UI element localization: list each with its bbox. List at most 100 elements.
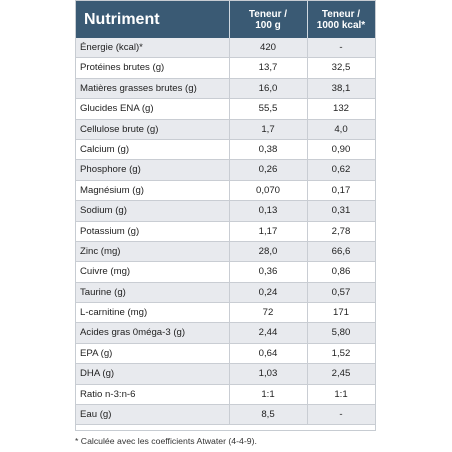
nutrient-name: Ratio n-3:n-6: [80, 388, 136, 400]
column-divider: [229, 343, 230, 364]
column-divider: [229, 262, 230, 283]
nutrient-name: Magnésium (g): [80, 184, 144, 196]
value-per-100g: 0,64: [258, 347, 278, 359]
value-per-100g: 0,13: [258, 205, 278, 217]
column-divider: [229, 38, 230, 58]
column-divider: [307, 323, 308, 344]
value-per-1000kcal: 0,31: [331, 205, 351, 217]
column-divider: [307, 38, 308, 58]
nutrient-name: Cellulose brute (g): [80, 123, 159, 135]
table-row: L-carnitine (mg) 72 171: [76, 303, 375, 324]
table-body: Énergie (kcal)* 420 - Protéines brutes (g) 1…: [76, 38, 375, 426]
value-per-1000kcal: 2,45: [331, 368, 351, 380]
nutrient-name: Sodium (g): [80, 205, 127, 217]
table-row: Sodium (g) 0,13 0,31: [76, 201, 375, 222]
value-per-100g: 1,7: [261, 123, 275, 135]
nutrition-table: Nutriment Teneur / 100 g Teneur / 1000 k…: [75, 0, 376, 431]
header-per-100g-label: Teneur / 100 g: [248, 8, 288, 31]
nutrient-name: Phosphore (g): [80, 164, 141, 176]
column-divider: [307, 364, 308, 385]
value-per-100g: 1:1: [261, 388, 275, 400]
value-per-1000kcal: 4,0: [334, 123, 348, 135]
column-divider: [229, 139, 230, 160]
table-row: DHA (g) 1,03 2,45: [76, 364, 375, 385]
table-header: Nutriment Teneur / 100 g Teneur / 1000 k…: [76, 1, 375, 38]
column-divider: [229, 119, 230, 140]
nutrient-name: EPA (g): [80, 347, 113, 359]
value-per-1000kcal: 2,78: [331, 225, 351, 237]
column-divider: [307, 99, 308, 120]
value-per-100g: 8,5: [261, 409, 275, 421]
column-divider: [307, 405, 308, 426]
nutrient-name: Protéines brutes (g): [80, 62, 165, 74]
footnote: * Calculée avec les coefficients Atwater…: [75, 436, 257, 446]
nutrient-name: Zinc (mg): [80, 245, 121, 257]
table-row: Cuivre (mg) 0,36 0,86: [76, 262, 375, 283]
nutrient-name: Calcium (g): [80, 143, 130, 155]
column-divider: [229, 323, 230, 344]
nutrient-name: Eau (g): [80, 409, 112, 421]
header-divider: [229, 1, 230, 38]
table-row: Ratio n-3:n-6 1:1 1:1: [76, 384, 375, 406]
table-row: Eau (g) 8,5 -: [76, 405, 375, 426]
column-divider: [229, 221, 230, 242]
value-per-100g: 0,070: [255, 184, 280, 196]
column-divider: [307, 58, 308, 79]
value-per-1000kcal: 171: [332, 307, 349, 319]
value-per-1000kcal: 38,1: [331, 82, 351, 94]
column-divider: [307, 221, 308, 242]
table-row: Calcium (g) 0,38 0,90: [76, 139, 375, 161]
table-row: Énergie (kcal)* 420 -: [76, 38, 375, 59]
value-per-1000kcal: 0,17: [331, 184, 351, 196]
nutrient-name: Potassium (g): [80, 225, 140, 237]
column-divider: [307, 160, 308, 181]
value-per-1000kcal: 1,52: [331, 347, 351, 359]
column-divider: [229, 201, 230, 222]
value-per-1000kcal: -: [339, 42, 343, 53]
value-per-1000kcal: 1:1: [334, 388, 348, 400]
column-divider: [307, 78, 308, 99]
column-divider: [229, 282, 230, 303]
column-divider: [229, 160, 230, 181]
nutrient-name: Taurine (g): [80, 286, 126, 298]
nutrient-name: L-carnitine (mg): [80, 307, 148, 319]
value-per-1000kcal: -: [339, 409, 343, 421]
header-per-1000kcal: Teneur / 1000 kcal*: [307, 1, 375, 38]
value-per-100g: 1,17: [258, 225, 278, 237]
column-divider: [307, 139, 308, 160]
value-per-1000kcal: 66,6: [331, 245, 351, 257]
column-divider: [229, 405, 230, 426]
nutrient-name: Glucides ENA (g): [80, 103, 154, 115]
column-divider: [229, 303, 230, 324]
value-per-100g: 0,36: [258, 266, 278, 278]
nutrient-name: DHA (g): [80, 368, 115, 380]
value-per-1000kcal: 32,5: [331, 62, 351, 74]
nutrient-name: Cuivre (mg): [80, 266, 131, 278]
column-divider: [307, 384, 308, 405]
column-divider: [307, 241, 308, 262]
table-row: Glucides ENA (g) 55,5 132: [76, 99, 375, 120]
value-per-100g: 420: [259, 42, 276, 53]
column-divider: [229, 180, 230, 201]
column-divider: [307, 282, 308, 303]
value-per-1000kcal: 132: [332, 103, 349, 115]
column-divider: [307, 303, 308, 324]
header-nutrient: Nutriment: [84, 11, 160, 28]
table-row: Magnésium (g) 0,070 0,17: [76, 180, 375, 202]
column-divider: [229, 241, 230, 262]
value-per-1000kcal: 0,86: [331, 266, 351, 278]
value-per-1000kcal: 0,62: [331, 164, 351, 176]
column-divider: [307, 343, 308, 364]
value-per-100g: 13,7: [258, 62, 278, 74]
header-per-100g: Teneur / 100 g: [229, 1, 307, 38]
nutrient-name: Énergie (kcal)*: [80, 42, 143, 53]
table-row: Protéines brutes (g) 13,7 32,5: [76, 58, 375, 79]
value-per-100g: 0,26: [258, 164, 278, 176]
table-row: EPA (g) 0,64 1,52: [76, 343, 375, 365]
value-per-100g: 0,38: [258, 143, 278, 155]
value-per-1000kcal: 0,57: [331, 286, 351, 298]
table-row: Zinc (mg) 28,0 66,6: [76, 241, 375, 263]
value-per-100g: 16,0: [258, 82, 278, 94]
column-divider: [307, 262, 308, 283]
column-divider: [229, 78, 230, 99]
